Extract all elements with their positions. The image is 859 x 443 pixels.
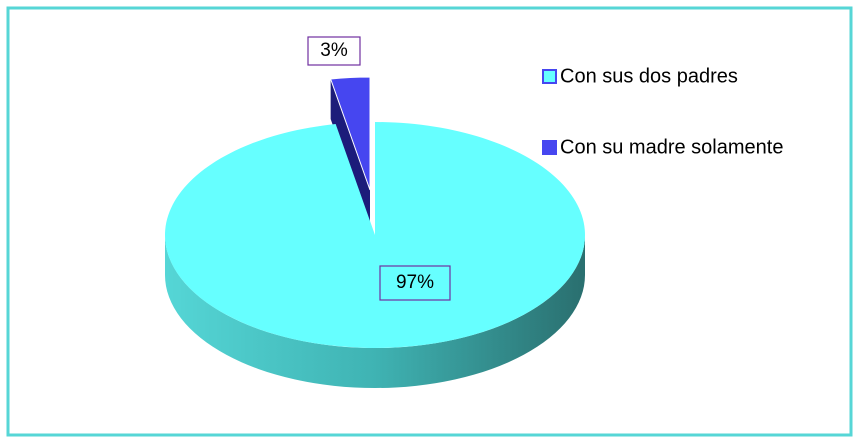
slice-side <box>165 235 585 388</box>
legend-swatch <box>542 69 557 84</box>
slice <box>165 122 586 349</box>
data-label: 97% <box>396 272 434 293</box>
legend-label: Con sus dos padres <box>560 65 738 87</box>
slice-cut <box>330 79 370 230</box>
legend-label: Con su madre solamente <box>560 136 783 158</box>
data-label: 3% <box>320 40 348 61</box>
slice <box>329 76 371 191</box>
legend-swatch <box>542 140 557 155</box>
data-label-box <box>379 265 451 301</box>
data-label-box <box>307 36 361 66</box>
